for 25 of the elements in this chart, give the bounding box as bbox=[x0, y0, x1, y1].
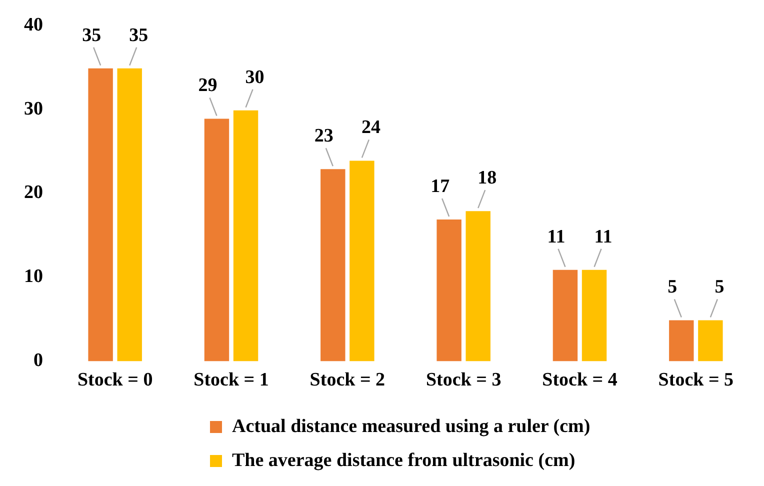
x-tick-label: Stock = 4 bbox=[542, 370, 618, 391]
x-tick-label: Stock = 1 bbox=[194, 370, 269, 391]
data-label: 29 bbox=[198, 75, 218, 96]
y-tick-label: 20 bbox=[24, 182, 43, 204]
data-label: 23 bbox=[314, 126, 334, 147]
data-label: 11 bbox=[547, 226, 566, 248]
data-label: 5 bbox=[714, 276, 724, 298]
y-tick-label: 10 bbox=[24, 266, 43, 288]
data-label: 18 bbox=[478, 167, 497, 188]
data-label: 24 bbox=[361, 117, 381, 138]
x-tick-label: Stock = 2 bbox=[310, 370, 386, 391]
x-tick-label: Stock = 0 bbox=[77, 370, 153, 391]
x-tick-label: Stock = 3 bbox=[426, 370, 502, 391]
y-tick-label: 0 bbox=[34, 350, 43, 372]
data-label: 5 bbox=[668, 276, 678, 298]
y-tick-label: 40 bbox=[24, 14, 43, 36]
data-label: 35 bbox=[129, 24, 148, 46]
legend-label: The average distance from ultrasonic (cm) bbox=[232, 450, 576, 472]
y-tick-label: 30 bbox=[24, 98, 43, 120]
data-label: 17 bbox=[430, 176, 450, 197]
data-label: 11 bbox=[594, 226, 612, 248]
legend-label: Actual distance measured using a ruler (cm) bbox=[232, 416, 590, 438]
x-tick-label: Stock = 5 bbox=[658, 370, 734, 391]
data-label: 35 bbox=[82, 24, 102, 46]
data-label: 30 bbox=[245, 66, 264, 88]
